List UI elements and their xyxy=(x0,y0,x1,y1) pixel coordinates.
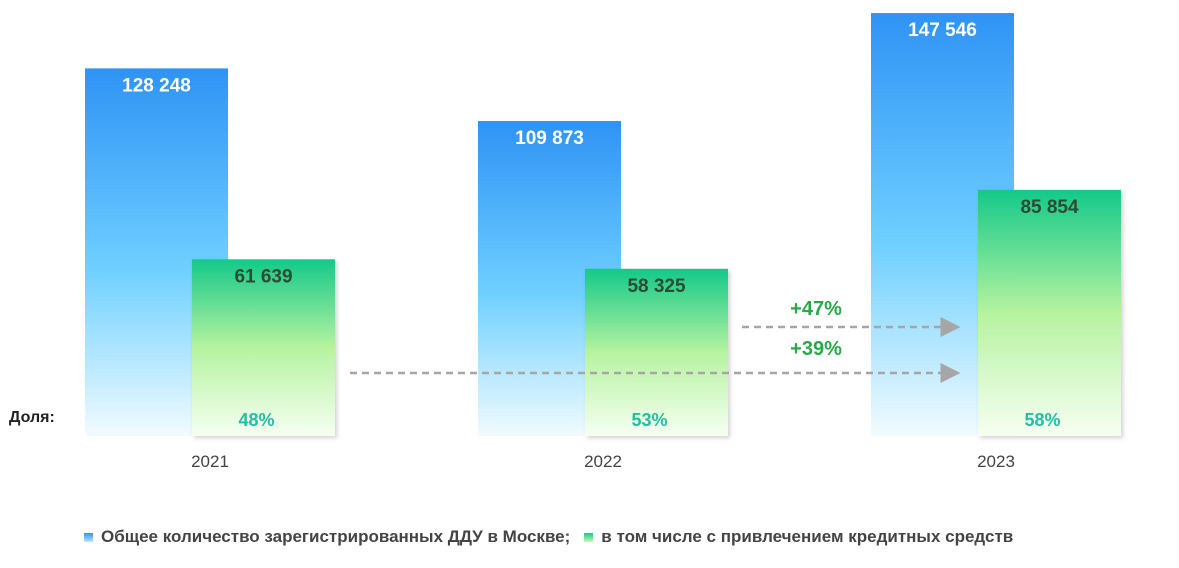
value-label-credit-2022: 58 325 xyxy=(627,276,686,297)
legend-item-credit: в том числе с привлечением кредитных сре… xyxy=(570,527,1013,547)
value-label-total-2023: 147 546 xyxy=(908,20,977,41)
share-label-2021: 48% xyxy=(238,410,274,430)
share-row-label: Доля: xyxy=(9,409,55,426)
growth-label-2022-2023: +47% xyxy=(790,298,842,320)
legend: Общее количество зарегистрированных ДДУ … xyxy=(84,527,1013,547)
growth-label-2021-2023: +39% xyxy=(790,338,842,360)
x-tick-label-2023: 2023 xyxy=(977,452,1015,471)
legend-swatch-total xyxy=(84,532,93,542)
chart-labels: 128 248 61 639 48% 2021 109 873 58 325 53% 2022… xyxy=(122,20,1079,471)
value-label-credit-2021: 61 639 xyxy=(234,266,292,287)
bar-chart: +47% +39% 128 248 61 639 48% 2021 109 873 58 3… xyxy=(85,13,1121,471)
share-label-2022: 53% xyxy=(631,410,667,430)
share-label-2023: 58% xyxy=(1024,410,1060,430)
value-label-total-2022: 109 873 xyxy=(515,128,584,149)
legend-item-total: Общее количество зарегистрированных ДДУ … xyxy=(84,527,570,547)
x-tick-label-2022: 2022 xyxy=(584,452,622,471)
bar-credit-2022 xyxy=(585,268,728,436)
legend-label-credit: в том числе с привлечением кредитных сре… xyxy=(601,527,1014,546)
bar-credit-2023 xyxy=(978,189,1121,436)
value-label-credit-2023: 85 854 xyxy=(1020,197,1079,218)
series-credit-bars xyxy=(192,189,1121,436)
bar-credit-2021 xyxy=(192,259,335,436)
growth-arrows: +47% +39% xyxy=(350,298,961,383)
x-tick-label-2021: 2021 xyxy=(191,452,229,471)
value-label-total-2021: 128 248 xyxy=(122,75,191,96)
legend-swatch-credit xyxy=(584,532,594,542)
legend-label-total: Общее количество зарегистрированных ДДУ … xyxy=(101,527,571,546)
